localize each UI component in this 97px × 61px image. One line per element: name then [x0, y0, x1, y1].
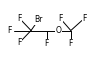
Text: F: F [17, 38, 22, 47]
Text: F: F [17, 14, 22, 23]
Text: Br: Br [35, 15, 43, 24]
Text: O: O [55, 26, 61, 35]
Text: F: F [69, 39, 73, 48]
Text: F: F [7, 26, 12, 35]
Text: F: F [82, 14, 87, 23]
Text: F: F [58, 14, 62, 23]
Text: F: F [44, 39, 49, 48]
